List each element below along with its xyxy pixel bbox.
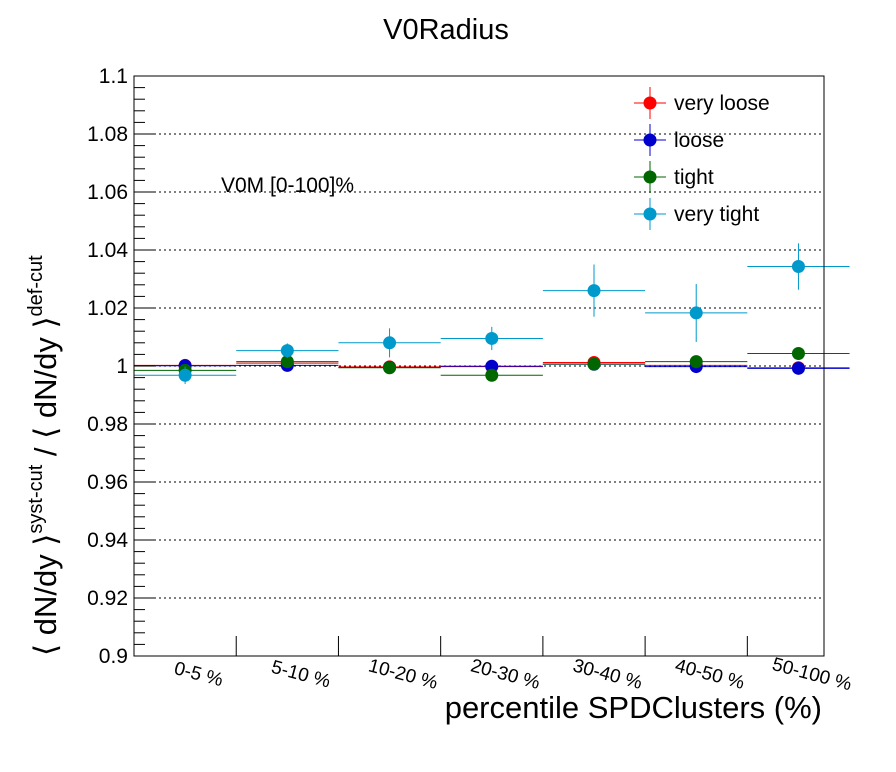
y-axis-label-numerator: ⟨ dN/dy ⟩ [28,534,63,656]
data-point [689,306,703,320]
y-tick-label: 0.94 [87,529,128,552]
legend-label: very tight [674,203,759,226]
data-point [485,331,499,345]
legend-marker [643,207,657,221]
data-point [178,368,192,382]
legend: very loose loose tight very tight [634,87,770,230]
y-axis-label-denominator: ⟨ dN/dy ⟩ [28,316,63,438]
y-tick-label: 1.04 [87,239,128,262]
y-axis: 0.9 0.92 0.94 0.96 0.98 1 1.02 1.04 1.06 1.08 1.1 [87,65,155,668]
y-tick-label: 0.92 [87,587,128,610]
data-point [689,355,703,369]
data-point [587,357,601,371]
y-tick-label: 0.96 [87,471,128,494]
y-tick-label: 1.02 [87,297,128,320]
legend-label: tight [674,166,714,189]
chart-title: V0Radius [383,14,509,46]
data-point [485,359,499,373]
legend-marker [643,96,657,110]
annotation-text: V0M [0-100]% [221,174,354,197]
y-tick-label: 1.1 [99,65,128,88]
x-axis-label: percentile SPDClusters (%) [445,690,822,725]
data-point [587,284,601,298]
x-tick-label: 10-20 % [366,655,440,694]
x-axis: 0-5 % 5-10 % 10-20 % 20-30 % 30-40 % 40-50 % 5… [172,636,854,695]
legend-marker [643,133,657,147]
legend-entry: very tight [634,198,759,230]
y-tick-label: 1.08 [87,123,128,146]
data-point [485,368,499,382]
series-very-tight [134,243,850,384]
x-tick-label: 0-5 % [172,658,225,691]
data-point [383,336,397,350]
y-tick-label: 0.9 [99,645,128,668]
y-axis-label-separator: / [28,439,63,465]
legend-label: very loose [674,92,770,115]
legend-entry: tight [634,161,714,193]
data-point [280,355,294,369]
x-tick-label: 5-10 % [269,657,333,693]
x-tick-label: 30-40 % [571,655,645,694]
legend-entry: very loose [634,87,770,119]
legend-marker [643,170,657,184]
y-axis-label-numerator-sup: syst-cut [25,464,47,533]
x-tick-label: 40-50 % [673,655,747,694]
y-tick-label: 0.98 [87,413,128,436]
data-point [791,347,805,361]
x-tick-label: 20-30 % [468,655,542,694]
y-tick-label: 1.06 [87,181,128,204]
series-layer [134,243,850,384]
y-axis-label: ⟨ dN/dy ⟩syst-cut / ⟨ dN/dy ⟩def-cut [25,255,63,656]
series-tight [134,347,850,382]
data-point [280,344,294,358]
data-point [791,260,805,274]
y-axis-label-denominator-sup: def-cut [25,255,47,317]
legend-entry: loose [634,124,724,156]
legend-label: loose [674,129,724,152]
y-tick-label: 1 [116,355,128,378]
data-point [383,361,397,375]
data-point [791,361,805,375]
